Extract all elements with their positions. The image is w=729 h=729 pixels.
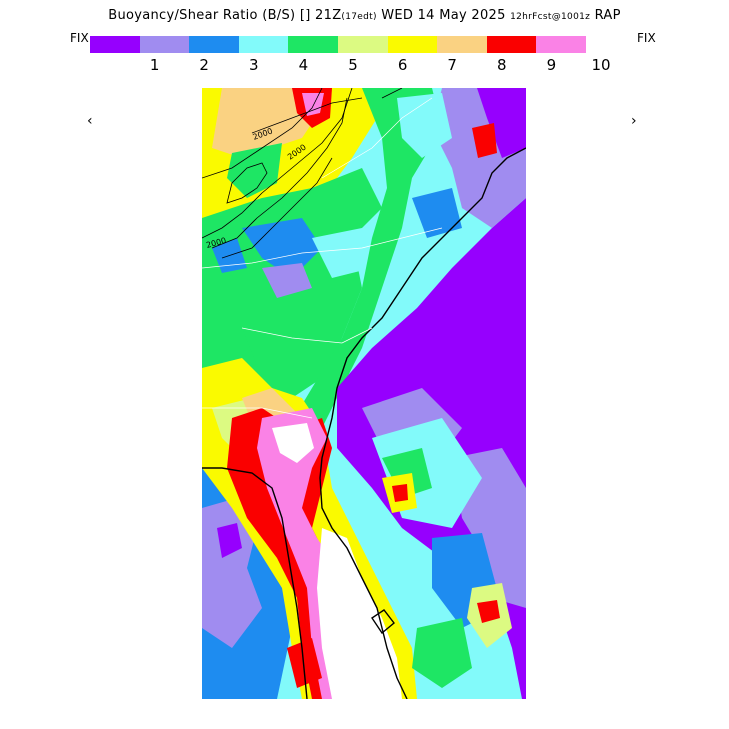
field-green-north-blob	[227, 143, 282, 198]
state-line-a	[202, 227, 443, 269]
field-purple-ne	[477, 88, 526, 158]
color-scale-tick-1: 1	[149, 56, 160, 74]
color-scale-bar	[90, 36, 586, 53]
lake-okeechobee	[371, 609, 395, 635]
next-arrow-icon[interactable]: ›	[631, 113, 637, 129]
contour-line-4	[251, 97, 363, 134]
state-line-d	[321, 97, 433, 179]
contour-line-3	[221, 157, 333, 259]
field-peach-north	[212, 88, 322, 158]
color-scale-tick-2: 2	[199, 56, 209, 74]
field-blue-ne	[412, 188, 462, 238]
color-swatch-2	[139, 36, 190, 53]
color-scale-tick-10: 10	[591, 56, 611, 74]
color-scale-tick-9: 9	[546, 56, 557, 74]
state-line-c	[202, 407, 313, 419]
field-red-ne	[472, 123, 497, 158]
field-red-patch	[287, 638, 322, 688]
local-time: (17edt)	[341, 12, 377, 22]
color-scale-tick-4: 4	[298, 56, 309, 74]
color-swatch-10	[536, 36, 586, 53]
field-red-se	[477, 600, 500, 623]
fix-left-button[interactable]: FIX	[70, 31, 89, 45]
contour-closed-1	[226, 162, 268, 204]
contour-line-6	[381, 88, 403, 99]
title-separator: []	[299, 8, 311, 23]
map-title: Buoyancy/Shear Ratio (B/S) [] 21Z(17edt)…	[0, 8, 729, 23]
field-red-offshore	[392, 484, 408, 502]
color-scale-tick-7: 7	[447, 56, 457, 74]
color-scale-tick-8: 8	[497, 56, 507, 74]
color-swatch-8	[437, 36, 487, 53]
color-swatch-5	[288, 36, 338, 53]
gulf-coastline	[202, 467, 308, 699]
fix-right-button[interactable]: FIX	[637, 31, 656, 45]
forecast-map: 2000 2000 2000	[202, 88, 526, 699]
color-swatch-4	[238, 36, 289, 53]
field-green-se	[412, 618, 472, 688]
field-cyan-blob-a	[312, 228, 372, 278]
coastline	[319, 147, 526, 699]
field-white-north	[272, 423, 314, 463]
color-swatch-6	[337, 36, 388, 53]
color-scale-ticks: ‹ › 1 2 3 4 5 6 7 8 9 10	[0, 56, 729, 129]
title-text: Buoyancy/Shear Ratio (B/S)	[108, 8, 296, 23]
field-green-coast	[282, 88, 442, 448]
color-swatch-7	[387, 36, 438, 53]
color-swatch-1	[90, 36, 140, 53]
color-scale-tick-5: 5	[348, 56, 358, 74]
field-green-ocean	[382, 448, 432, 498]
forecast-run: 12hrFcst@1001z	[510, 12, 591, 22]
field-lavender-blob	[262, 263, 312, 298]
contour-line-2	[211, 97, 348, 249]
field-lavender-ocean-c	[472, 498, 526, 608]
color-scale-tick-6: 6	[397, 56, 408, 74]
color-swatch-3	[189, 36, 239, 53]
color-swatch-9	[486, 36, 537, 53]
field-cyan-ne	[397, 93, 452, 158]
model-name: RAP	[594, 8, 621, 23]
color-scale-tick-3: 3	[249, 56, 259, 74]
valid-date: WED 14 May 2025	[381, 8, 506, 23]
state-line-b	[241, 327, 373, 344]
map-field: 2000 2000 2000	[202, 88, 526, 699]
field-lavender-west	[202, 498, 262, 648]
field-purple-west	[217, 523, 242, 558]
contour-line-1	[202, 88, 353, 239]
field-white-peninsula	[317, 528, 402, 699]
previous-arrow-icon[interactable]: ‹	[87, 113, 93, 129]
contour-line-5	[202, 88, 323, 179]
valid-time: 21Z	[315, 8, 342, 23]
field-pink-north	[302, 93, 324, 116]
